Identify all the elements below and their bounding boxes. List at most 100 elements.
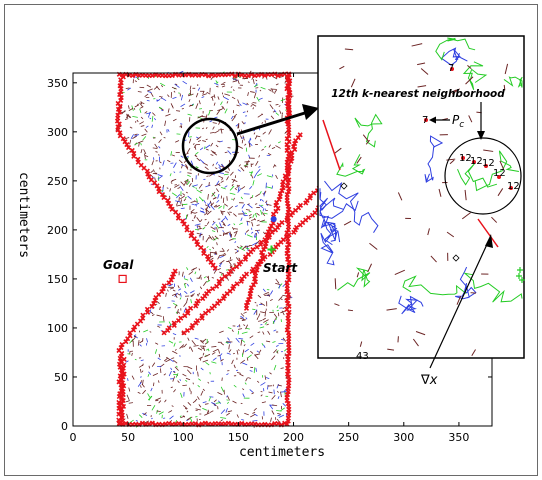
tree-branch	[258, 320, 263, 322]
tree-branch	[134, 134, 140, 137]
tree-branch	[233, 197, 235, 201]
inset-brown-branch	[415, 330, 426, 336]
tree-branch	[224, 93, 230, 96]
tree-branch	[126, 413, 129, 419]
inset-background	[317, 35, 525, 359]
tree-branch	[245, 327, 250, 330]
tree-branch	[128, 387, 131, 392]
tree-branch	[140, 101, 145, 105]
tree-branch	[155, 342, 159, 345]
obstacle-point	[169, 72, 175, 79]
tree-branch	[202, 401, 207, 404]
tree-branch	[199, 340, 204, 344]
tree-branch	[235, 369, 239, 372]
tree-branch	[198, 183, 203, 189]
tree-branch	[142, 136, 147, 141]
tree-branch	[263, 319, 269, 323]
obstacle-point	[161, 283, 167, 289]
inset-brown-branch	[503, 84, 506, 91]
tree-branch	[233, 352, 235, 355]
tree-branch	[204, 166, 209, 170]
tree-branch	[256, 317, 259, 320]
tree-branch	[267, 153, 272, 156]
tree-branch	[175, 83, 178, 86]
tree-branch	[244, 348, 249, 353]
tree-branch	[205, 114, 208, 119]
tree-branch	[196, 157, 201, 162]
tree-branch	[177, 311, 181, 314]
tree-branch	[155, 397, 161, 401]
obstacle-point	[291, 143, 297, 150]
tree-branch	[266, 323, 269, 326]
tree-branch	[197, 396, 200, 400]
tree-branch	[253, 407, 257, 412]
tree-branch	[210, 95, 215, 98]
inset-brown-branch	[465, 76, 474, 85]
tree-branch	[143, 149, 147, 155]
tree-branch	[265, 200, 268, 204]
tree-branch	[206, 210, 212, 215]
tree-branch	[264, 145, 267, 148]
tree-branch	[240, 186, 246, 190]
tree-branch	[172, 333, 177, 336]
tree-branch	[200, 210, 204, 213]
tree-branch	[201, 93, 208, 96]
tree-branch	[241, 331, 248, 334]
tree-branch	[199, 159, 205, 164]
tree-branch	[195, 228, 199, 231]
tree-branch	[160, 82, 166, 87]
inset-blue-branch	[424, 135, 444, 183]
inset-node-marker	[461, 156, 465, 160]
tree-branch	[143, 412, 147, 416]
tree-branch	[239, 222, 243, 225]
obstacle-point	[268, 223, 274, 229]
tree-branch	[247, 204, 253, 209]
tree-branch	[254, 234, 257, 238]
tree-branch	[131, 352, 133, 356]
tree-branch	[239, 103, 242, 106]
obstacle-point	[146, 174, 152, 180]
tree-branch	[173, 162, 177, 168]
inset-brown-branch	[417, 62, 426, 66]
tree-branch	[227, 150, 232, 155]
tree-branch	[198, 404, 202, 408]
tree-branch	[131, 336, 136, 342]
tree-branch	[202, 359, 209, 363]
tree-branch	[196, 217, 201, 223]
tree-branch	[238, 338, 244, 340]
neighbor-value-4: 12	[493, 168, 506, 179]
y-tick-label: 350	[47, 77, 68, 90]
obstacle-point	[292, 146, 298, 153]
tree-branch	[214, 251, 218, 255]
tree-branch	[212, 348, 219, 353]
tree-branch	[137, 391, 141, 394]
tree-branch	[186, 283, 189, 287]
tree-branch	[147, 373, 150, 377]
tree-branch	[186, 369, 192, 375]
tree-branch	[220, 128, 223, 134]
obstacle-point	[165, 197, 171, 204]
tree-branch	[210, 255, 214, 258]
inset-brown-branch	[411, 43, 423, 47]
inset-blue-branch	[319, 197, 359, 219]
tree-branch	[137, 340, 140, 346]
tree-branch	[191, 212, 196, 214]
tree-branch	[220, 342, 224, 346]
tree-branch	[175, 373, 179, 378]
tree-branch	[275, 145, 281, 149]
tree-branch	[180, 194, 182, 197]
tree-branch	[256, 230, 260, 234]
tree-branch	[252, 102, 257, 104]
zoom-arrowhead	[302, 104, 319, 120]
tree-branch	[139, 108, 142, 114]
tree-branch	[202, 388, 206, 391]
tree-branch	[176, 194, 181, 199]
tree-branch	[247, 354, 252, 359]
tree-branch	[174, 83, 180, 88]
tree-branch	[237, 330, 240, 335]
tree-branch	[280, 338, 285, 341]
tree-branch	[218, 129, 224, 131]
tree-branch	[220, 180, 224, 183]
tree-branch	[221, 187, 226, 190]
tree-branch	[152, 112, 156, 116]
